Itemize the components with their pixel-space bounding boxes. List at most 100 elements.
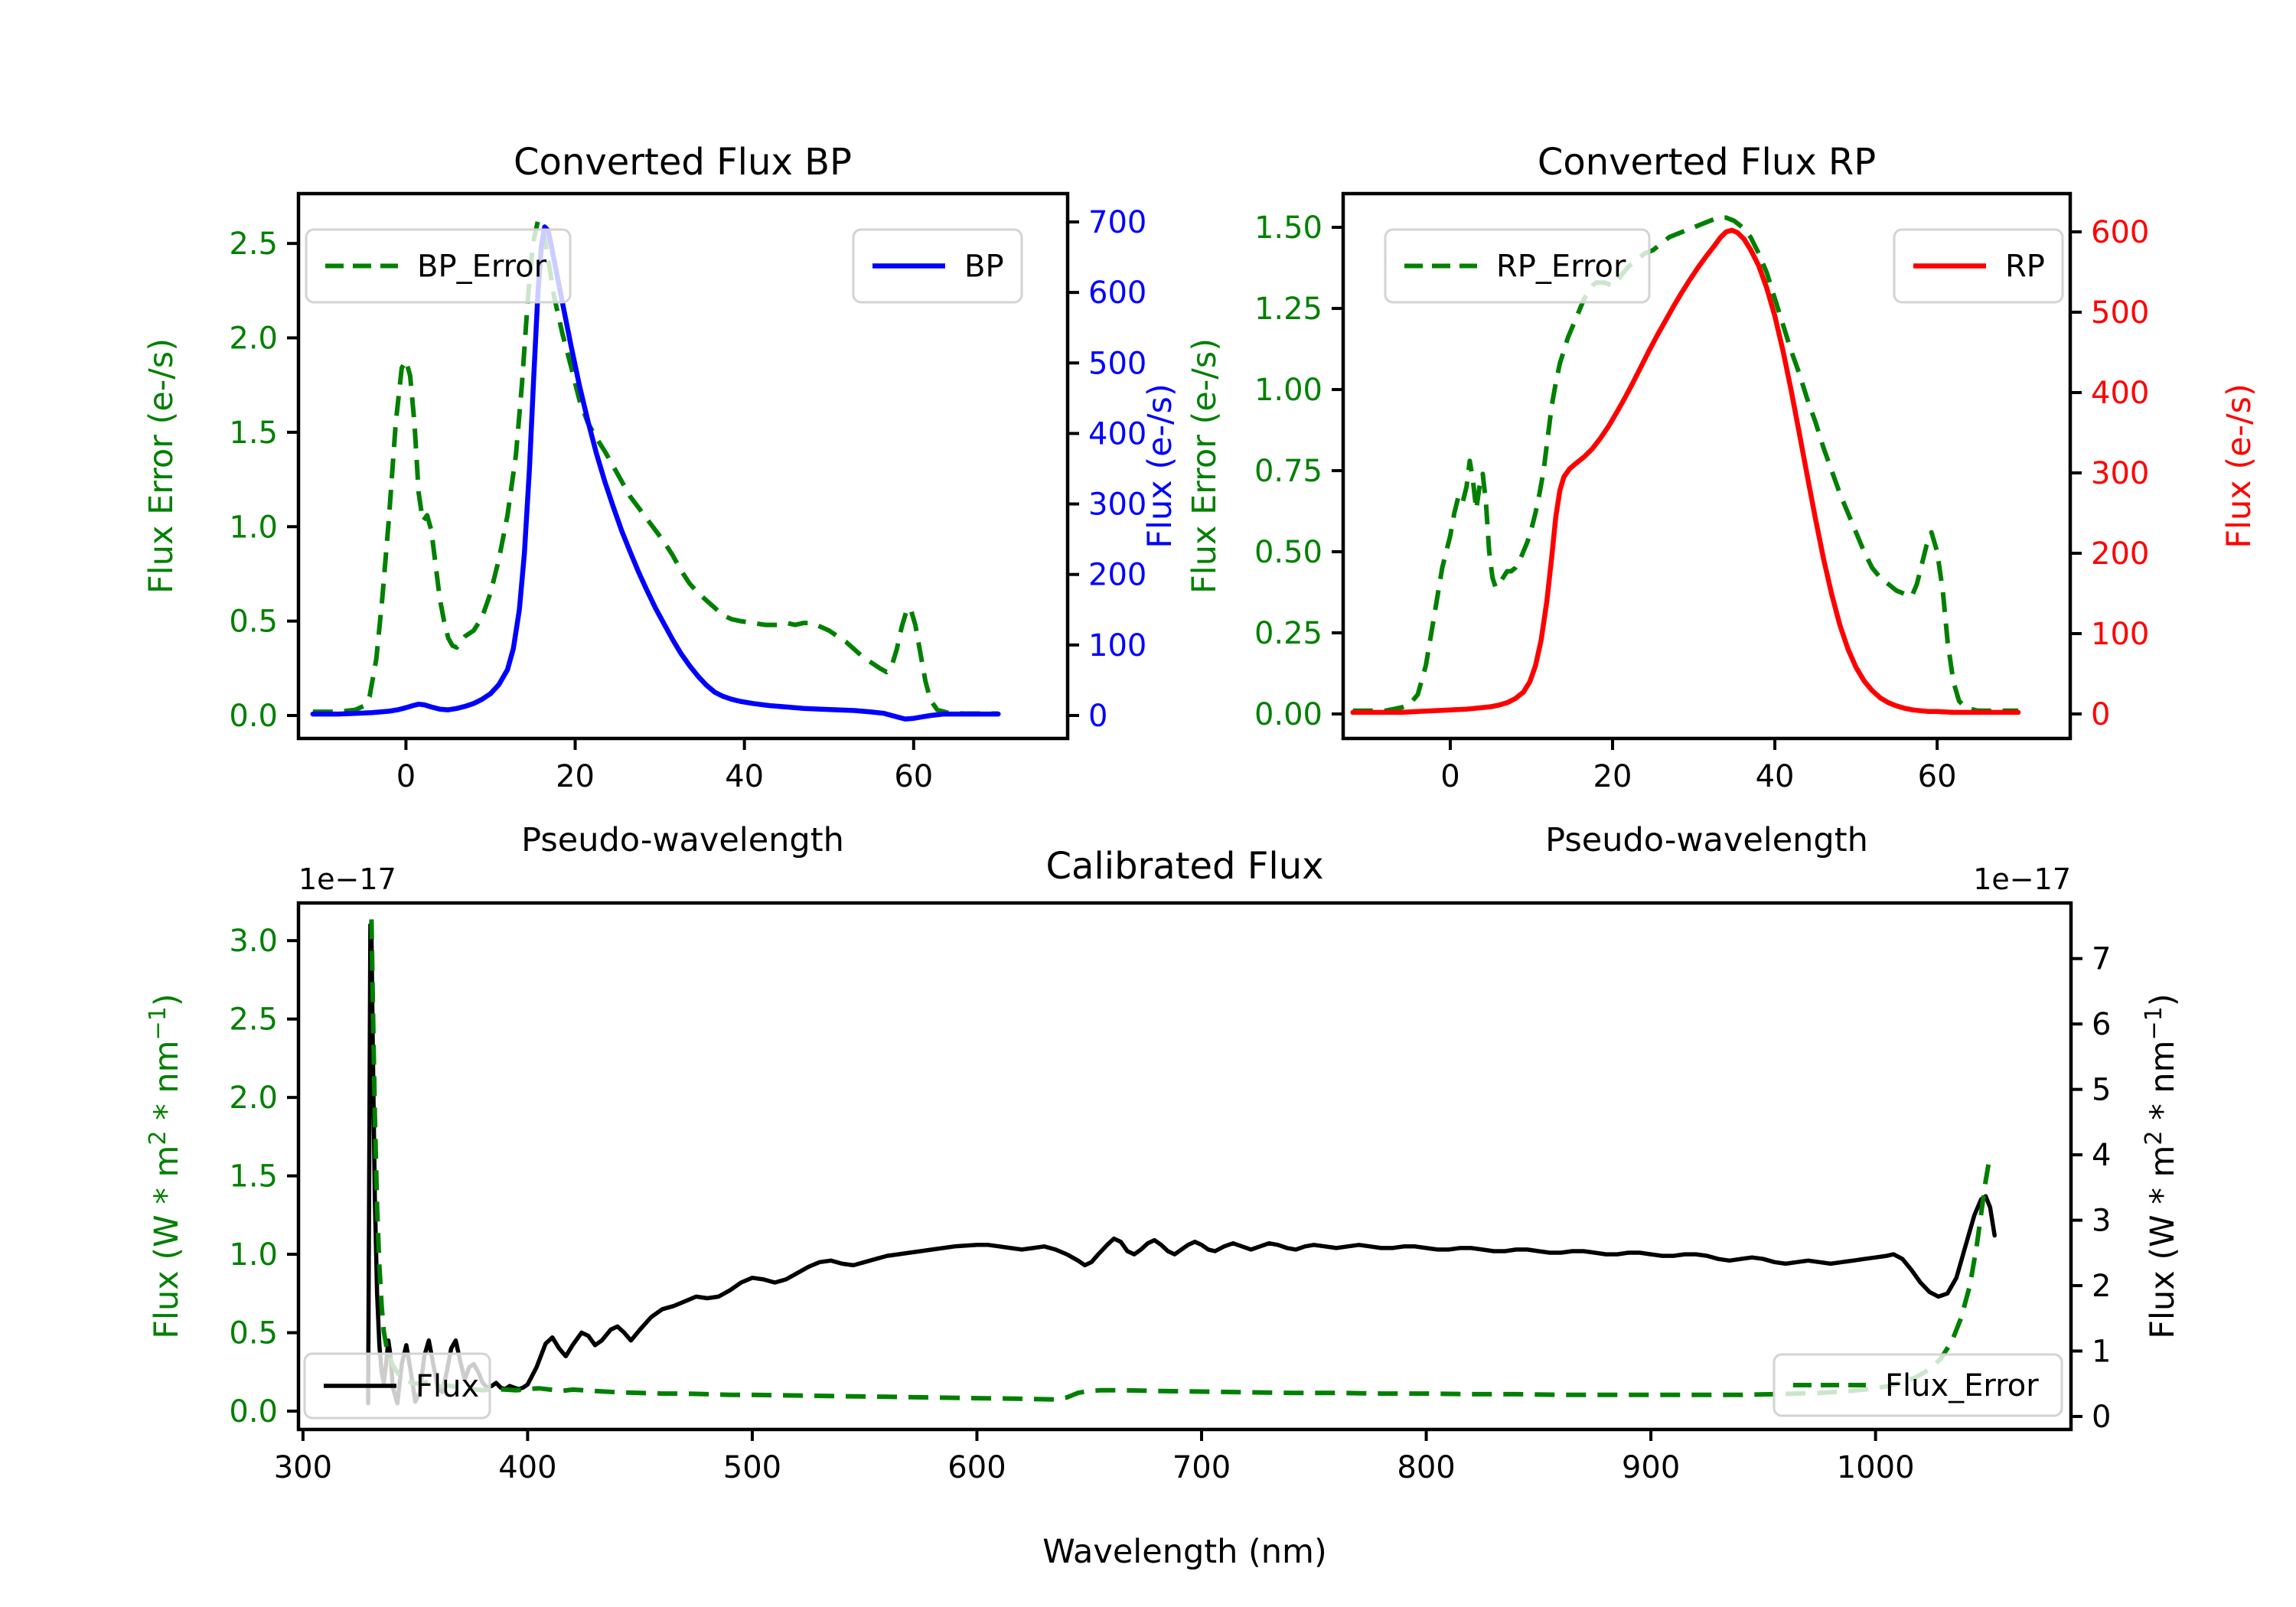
y-tick-label: 1 [2092, 1335, 2111, 1370]
y-tick-label: 600 [1088, 275, 1146, 311]
y-tick-label: 7 [2092, 942, 2111, 977]
plot-title: Converted Flux RP [1538, 141, 1876, 184]
right-axis-label: Flux (e-/s) [1141, 383, 1179, 548]
y-tick-label: 200 [1088, 558, 1146, 593]
legend-rp: RP [1893, 228, 2064, 304]
x-tick-label: 300 [274, 1450, 332, 1485]
y-tick-label: 400 [2091, 376, 2149, 411]
legend-box [305, 228, 572, 304]
y-tick-label: 0.00 [1254, 697, 1322, 732]
y-tick-label: 3.0 [229, 924, 278, 959]
plot-area [366, 919, 1997, 1406]
y-tick-label: 0.5 [229, 1316, 278, 1351]
y-tick-label: 1.5 [229, 1159, 278, 1195]
legend-box [1384, 228, 1651, 304]
y-tick-label: 4 [2092, 1138, 2111, 1173]
right-axis-label: Flux (e-/s) [2220, 383, 2258, 548]
offset-text: 1e−17 [1973, 862, 2071, 896]
axes-spines [296, 901, 2073, 1432]
right-axis-label: Flux (W * m2 * nm−1) [2141, 993, 2182, 1338]
y-tick-label: 500 [2091, 295, 2149, 331]
y-tick-label: 500 [1088, 346, 1146, 381]
y-tick-label: 0 [2092, 1400, 2111, 1435]
x-ticks: 0 20 40 60 [1440, 738, 1957, 794]
y-tick-label: 0.5 [229, 605, 278, 640]
y-tick-label: 100 [2091, 617, 2149, 652]
legend-label: RP_Error [1496, 249, 1626, 285]
y-tick-label: 2.0 [229, 1081, 278, 1116]
bp-error-line [312, 218, 999, 716]
y-tick-label: 0 [2091, 697, 2110, 732]
right-axis-ticks: 0 100 200 300 400 500 600 700 [1068, 205, 1146, 734]
y-tick-label: 700 [1088, 205, 1146, 240]
y-tick-label: 0.0 [229, 699, 278, 734]
y-tick-label: 2 [2092, 1269, 2111, 1304]
legend-label: Flux [416, 1369, 479, 1404]
right-axis-ticks: 0 1 2 3 4 5 6 7 [2071, 942, 2111, 1435]
x-tick-label: 0 [1440, 759, 1459, 794]
x-axis-label: Pseudo-wavelength [1545, 821, 1868, 859]
y-tick-label: 600 [2091, 215, 2149, 250]
x-tick-label: 20 [556, 759, 595, 794]
x-axis-label: Pseudo-wavelength [521, 821, 844, 859]
x-tick-label: 20 [1593, 759, 1632, 794]
x-tick-label: 60 [894, 759, 933, 794]
bp-line [310, 224, 1001, 722]
x-tick-label: 40 [1756, 759, 1795, 794]
plot-area [310, 218, 1001, 722]
y-tick-label: 300 [1088, 487, 1146, 523]
y-tick-label: 0 [1088, 699, 1107, 734]
left-axis-ticks: 0.0 0.5 1.0 1.5 2.0 2.5 [229, 227, 298, 734]
legend-label: RP [2005, 249, 2045, 285]
y-tick-label: 1.0 [229, 1237, 278, 1273]
x-tick-label: 700 [1172, 1450, 1231, 1485]
y-tick-label: 0.50 [1254, 535, 1322, 570]
x-tick-label: 500 [723, 1450, 781, 1485]
legend-bp: BP [852, 228, 1023, 304]
left-axis-label: Flux (W * m2 * nm−1) [145, 993, 186, 1338]
y-tick-label: 2.5 [229, 227, 278, 262]
y-tick-label: 1.5 [229, 416, 278, 451]
y-tick-label: 0.25 [1254, 616, 1322, 651]
y-tick-label: 300 [2091, 456, 2149, 491]
legend-box [303, 1352, 491, 1420]
offset-text: 1e−17 [298, 862, 396, 896]
y-tick-label: 200 [2091, 536, 2149, 572]
y-tick-label: 1.50 [1254, 210, 1322, 246]
left-axis-ticks: 0.0 0.5 1.0 1.5 2.0 2.5 3.0 [229, 924, 298, 1429]
x-tick-label: 600 [947, 1450, 1006, 1485]
x-tick-label: 400 [498, 1450, 556, 1485]
left-axis-label: Flux Error (e-/s) [142, 338, 181, 594]
legend-label: BP [964, 249, 1004, 285]
x-axis-label: Wavelength (nm) [1042, 1533, 1326, 1571]
y-tick-label: 400 [1088, 416, 1146, 451]
y-tick-label: 0.0 [229, 1394, 278, 1429]
y-tick-label: 100 [1088, 628, 1146, 663]
subplot-rp: Converted Flux RP Pseudo-wavelength 0 20 40 6… [1186, 141, 2258, 859]
y-tick-label: 1.00 [1254, 373, 1322, 408]
y-tick-label: 5 [2092, 1073, 2111, 1108]
legend-label: Flux_Error [1885, 1368, 2039, 1403]
x-tick-label: 1000 [1837, 1450, 1915, 1485]
y-tick-label: 0.75 [1254, 454, 1322, 489]
legend-box [1773, 1353, 2063, 1417]
x-tick-label: 40 [725, 759, 764, 794]
x-tick-label: 60 [1918, 759, 1957, 794]
x-ticks: 0 20 40 60 [396, 738, 933, 794]
subplot-calibrated: Calibrated Flux Wavelength (nm) 1e−17 1e−17… [145, 845, 2182, 1571]
y-tick-label: 6 [2092, 1007, 2111, 1042]
plot-title: Converted Flux BP [514, 141, 852, 184]
x-ticks: 300 400 500 600 700 800 900 1000 [274, 1429, 1915, 1485]
y-tick-label: 1.25 [1254, 292, 1322, 327]
legend-label: BP_Error [417, 249, 547, 285]
plot-title: Calibrated Flux [1045, 845, 1323, 888]
x-tick-label: 800 [1397, 1450, 1455, 1485]
x-tick-label: 900 [1622, 1450, 1680, 1485]
legend-rp-error: RP_Error [1384, 228, 1651, 304]
subplot-bp: Converted Flux BP Pseudo-wavelength 0 20 40 6… [142, 141, 1179, 859]
y-tick-label: 3 [2092, 1204, 2111, 1239]
axes-spines [296, 191, 1070, 741]
legend-flux: Flux [303, 1352, 491, 1420]
